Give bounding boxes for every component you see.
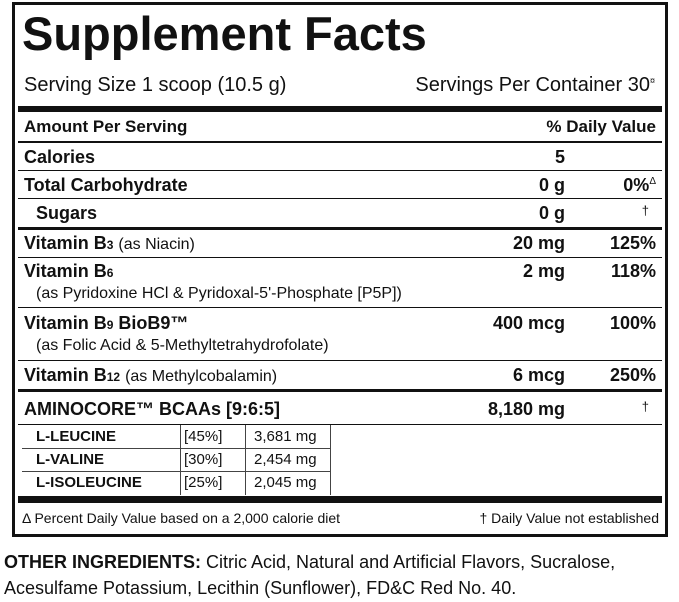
note: (as Folic Acid & 5-Methyltetrahydrofolat… xyxy=(36,337,329,354)
other-ingredients: OTHER INGREDIENTS: Citric Acid, Natural … xyxy=(4,549,676,601)
row-dv: † xyxy=(641,399,649,414)
row-amount: 20 mg xyxy=(512,233,565,253)
col-amount: Amount Per Serving xyxy=(24,117,188,136)
name-after: BioB9™ xyxy=(118,313,189,333)
row-name: Sugars xyxy=(36,203,98,223)
row-amount: 2 mg xyxy=(522,261,565,281)
other-text: Citric Acid, Natural and Artificial Flav… xyxy=(4,552,616,598)
servings-text: Servings Per Container 30 xyxy=(415,74,650,96)
row-name: Total Carbohydrate xyxy=(24,175,188,195)
row-amount: 400 mcg xyxy=(492,313,565,333)
blend-name: L-ISOLEUCINE xyxy=(36,474,142,491)
row-dv: 125% xyxy=(609,233,656,253)
row-amount: 0 g xyxy=(538,175,565,195)
row-amount: 5 xyxy=(554,147,565,167)
dv-mark: Δ xyxy=(649,176,656,187)
row-name: Calories xyxy=(24,147,96,167)
rule xyxy=(18,227,662,230)
title: Supplement Facts xyxy=(22,7,427,60)
rule xyxy=(18,360,662,361)
rule xyxy=(18,307,662,308)
rule xyxy=(18,141,662,143)
blend-name: L-LEUCINE xyxy=(36,428,116,445)
blend-amount: 3,681 mg xyxy=(254,428,317,445)
name: Vitamin B xyxy=(24,233,107,253)
name-sub: 3 xyxy=(106,238,114,252)
row-dv: † xyxy=(641,203,649,218)
servings: Servings Per Container 30¤ xyxy=(415,74,655,97)
col-dv: % Daily Value xyxy=(546,117,656,136)
rule xyxy=(18,424,662,425)
rule xyxy=(18,198,662,199)
name: Vitamin B xyxy=(24,365,107,385)
name: Vitamin B xyxy=(24,313,107,333)
other-label: OTHER INGREDIENTS: xyxy=(4,552,202,572)
blend-ratio: [25%] xyxy=(184,474,223,491)
name-sub: 9 xyxy=(106,318,114,332)
blend-table xyxy=(22,425,331,495)
rule xyxy=(18,170,662,171)
rule xyxy=(18,106,662,112)
row-dv: 118% xyxy=(610,261,656,281)
blend-name: L-VALINE xyxy=(36,451,105,468)
dv-text: 0% xyxy=(623,175,650,195)
blend-amount: 2,045 mg xyxy=(254,474,317,491)
footnote: Δ Percent Daily Value based on a 2,000 c… xyxy=(22,510,341,526)
label-box xyxy=(12,2,668,537)
rule xyxy=(18,257,662,258)
row-dv: 250% xyxy=(609,365,656,385)
row-amount: 8,180 mg xyxy=(487,399,565,419)
rule xyxy=(18,496,662,503)
servings-mark: ¤ xyxy=(649,75,655,86)
row-name: Vitamin B9 BioB9™ xyxy=(24,313,188,334)
row-name: Vitamin B6 xyxy=(24,261,113,282)
blend-amount: 2,454 mg xyxy=(254,451,317,468)
note: (as Methylcobalamin) xyxy=(125,368,278,385)
serving-size: Serving Size 1 scoop (10.5 g) xyxy=(24,74,287,96)
name: Vitamin B xyxy=(24,261,107,281)
row-amount: 0 g xyxy=(538,203,565,223)
note: (as Niacin) xyxy=(118,236,195,253)
blend-ratio: [45%] xyxy=(184,428,223,445)
name-sub: 6 xyxy=(106,266,114,280)
rule xyxy=(18,389,662,392)
row-name: AMINOCORE™ BCAAs [9:6:5] xyxy=(24,399,281,419)
note: (as Pyridoxine HCl & Pyridoxal-5'-Phosph… xyxy=(36,285,402,302)
row-amount: 6 mcg xyxy=(512,365,565,385)
row-name: Vitamin B12 (as Methylcobalamin) xyxy=(24,365,277,386)
row-name: Vitamin B3 (as Niacin) xyxy=(24,233,195,254)
blend-ratio: [30%] xyxy=(184,451,223,468)
name-sub: 12 xyxy=(106,370,121,384)
row-dv: 0%Δ xyxy=(623,175,656,196)
footnote: † Daily Value not established xyxy=(479,510,659,526)
row-dv: 100% xyxy=(609,313,656,333)
